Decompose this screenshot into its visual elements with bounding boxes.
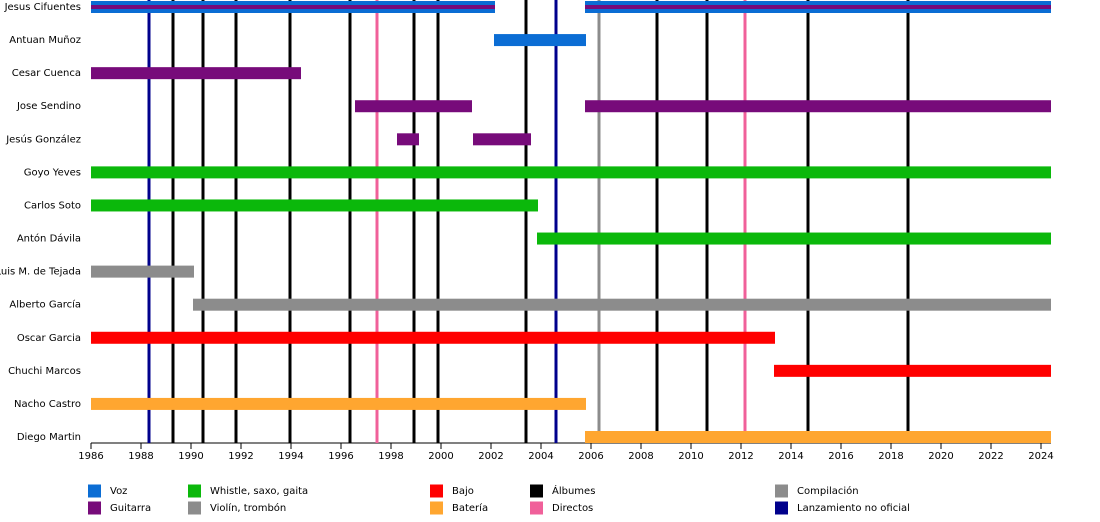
x-tick-label: 2002: [478, 451, 503, 462]
legend-swatch: [430, 484, 443, 498]
member-bar: [91, 331, 775, 344]
legend-swatch: [188, 484, 201, 498]
x-tick-label: 1988: [128, 451, 153, 462]
row-label: Cesar Cuenca: [12, 68, 81, 79]
row-label: Antuan Muñoz: [9, 35, 81, 46]
x-tick-label: 2006: [578, 451, 603, 462]
x-tick-label: 2000: [428, 451, 453, 462]
member-bar: [537, 232, 1051, 245]
row-label: Oscar Garcia: [17, 333, 81, 344]
legend-label: Whistle, saxo, gaita: [210, 486, 308, 497]
legend-swatch: [530, 484, 543, 498]
legend-label: Compilación: [797, 485, 859, 497]
legend-swatch: [775, 501, 788, 515]
member-bar: [91, 5, 495, 9]
legend-swatch: [530, 501, 543, 515]
x-tick-label: 1992: [228, 451, 253, 462]
x-tick-label: 1996: [328, 451, 353, 462]
legend-swatch: [430, 501, 443, 515]
member-bar: [585, 5, 1051, 9]
legend-label: Batería: [452, 502, 488, 514]
x-tick-label: 2012: [728, 451, 753, 462]
legend-label: Violín, trombón: [210, 502, 286, 514]
row-label: Diego Martin: [17, 432, 81, 443]
row-label: Goyo Yeves: [24, 167, 81, 178]
legend-swatch: [88, 501, 101, 515]
member-bar: [585, 100, 1051, 113]
member-bar: [91, 199, 538, 212]
legend-label: Lanzamiento no oficial: [797, 503, 910, 514]
member-bar: [397, 133, 419, 146]
row-label: Jose Sendino: [16, 101, 81, 112]
x-tick-label: 2018: [878, 451, 903, 462]
legend-swatch: [188, 501, 201, 515]
member-bar: [585, 431, 1051, 443]
row-label: Jesús González: [5, 133, 81, 145]
member-bar: [193, 298, 1051, 311]
x-tick-label: 2022: [978, 451, 1003, 462]
x-tick-label: 2004: [528, 451, 553, 462]
x-tick-label: 2010: [678, 451, 703, 462]
row-label: Alberto García: [9, 299, 81, 311]
member-bar: [774, 364, 1051, 377]
legend-label: Bajo: [452, 486, 474, 497]
row-label: Chuchi Marcos: [8, 366, 81, 377]
x-tick-label: 1994: [278, 451, 303, 462]
row-label: Luis M. de Tejada: [0, 267, 81, 278]
member-bar: [91, 265, 194, 278]
legend-label: Guitarra: [110, 503, 151, 514]
legend-label: Directos: [552, 503, 593, 514]
x-tick-label: 2016: [828, 451, 853, 462]
x-tick-label: 2008: [628, 451, 653, 462]
member-bar: [91, 166, 1051, 179]
x-tick-label: 2014: [778, 451, 803, 462]
legend-swatch: [88, 484, 101, 498]
row-label: Nacho Castro: [14, 399, 81, 410]
member-bar: [355, 100, 472, 113]
row-label: Antón Dávila: [17, 233, 81, 245]
x-tick-label: 1990: [178, 451, 203, 462]
member-bar: [494, 34, 586, 47]
x-tick-label: 1986: [78, 451, 103, 462]
x-tick-label: 2024: [1028, 451, 1053, 462]
member-bar: [91, 397, 586, 410]
x-tick-label: 1998: [378, 451, 403, 462]
x-tick-label: 2020: [928, 451, 953, 462]
row-label: Jesus Cifuentes: [4, 2, 81, 13]
legend-label: Álbumes: [552, 484, 595, 497]
row-label: Carlos Soto: [24, 200, 81, 211]
member-bar: [473, 133, 531, 146]
legend-swatch: [775, 484, 788, 498]
member-bar: [91, 67, 301, 80]
legend-label: Voz: [110, 486, 127, 497]
